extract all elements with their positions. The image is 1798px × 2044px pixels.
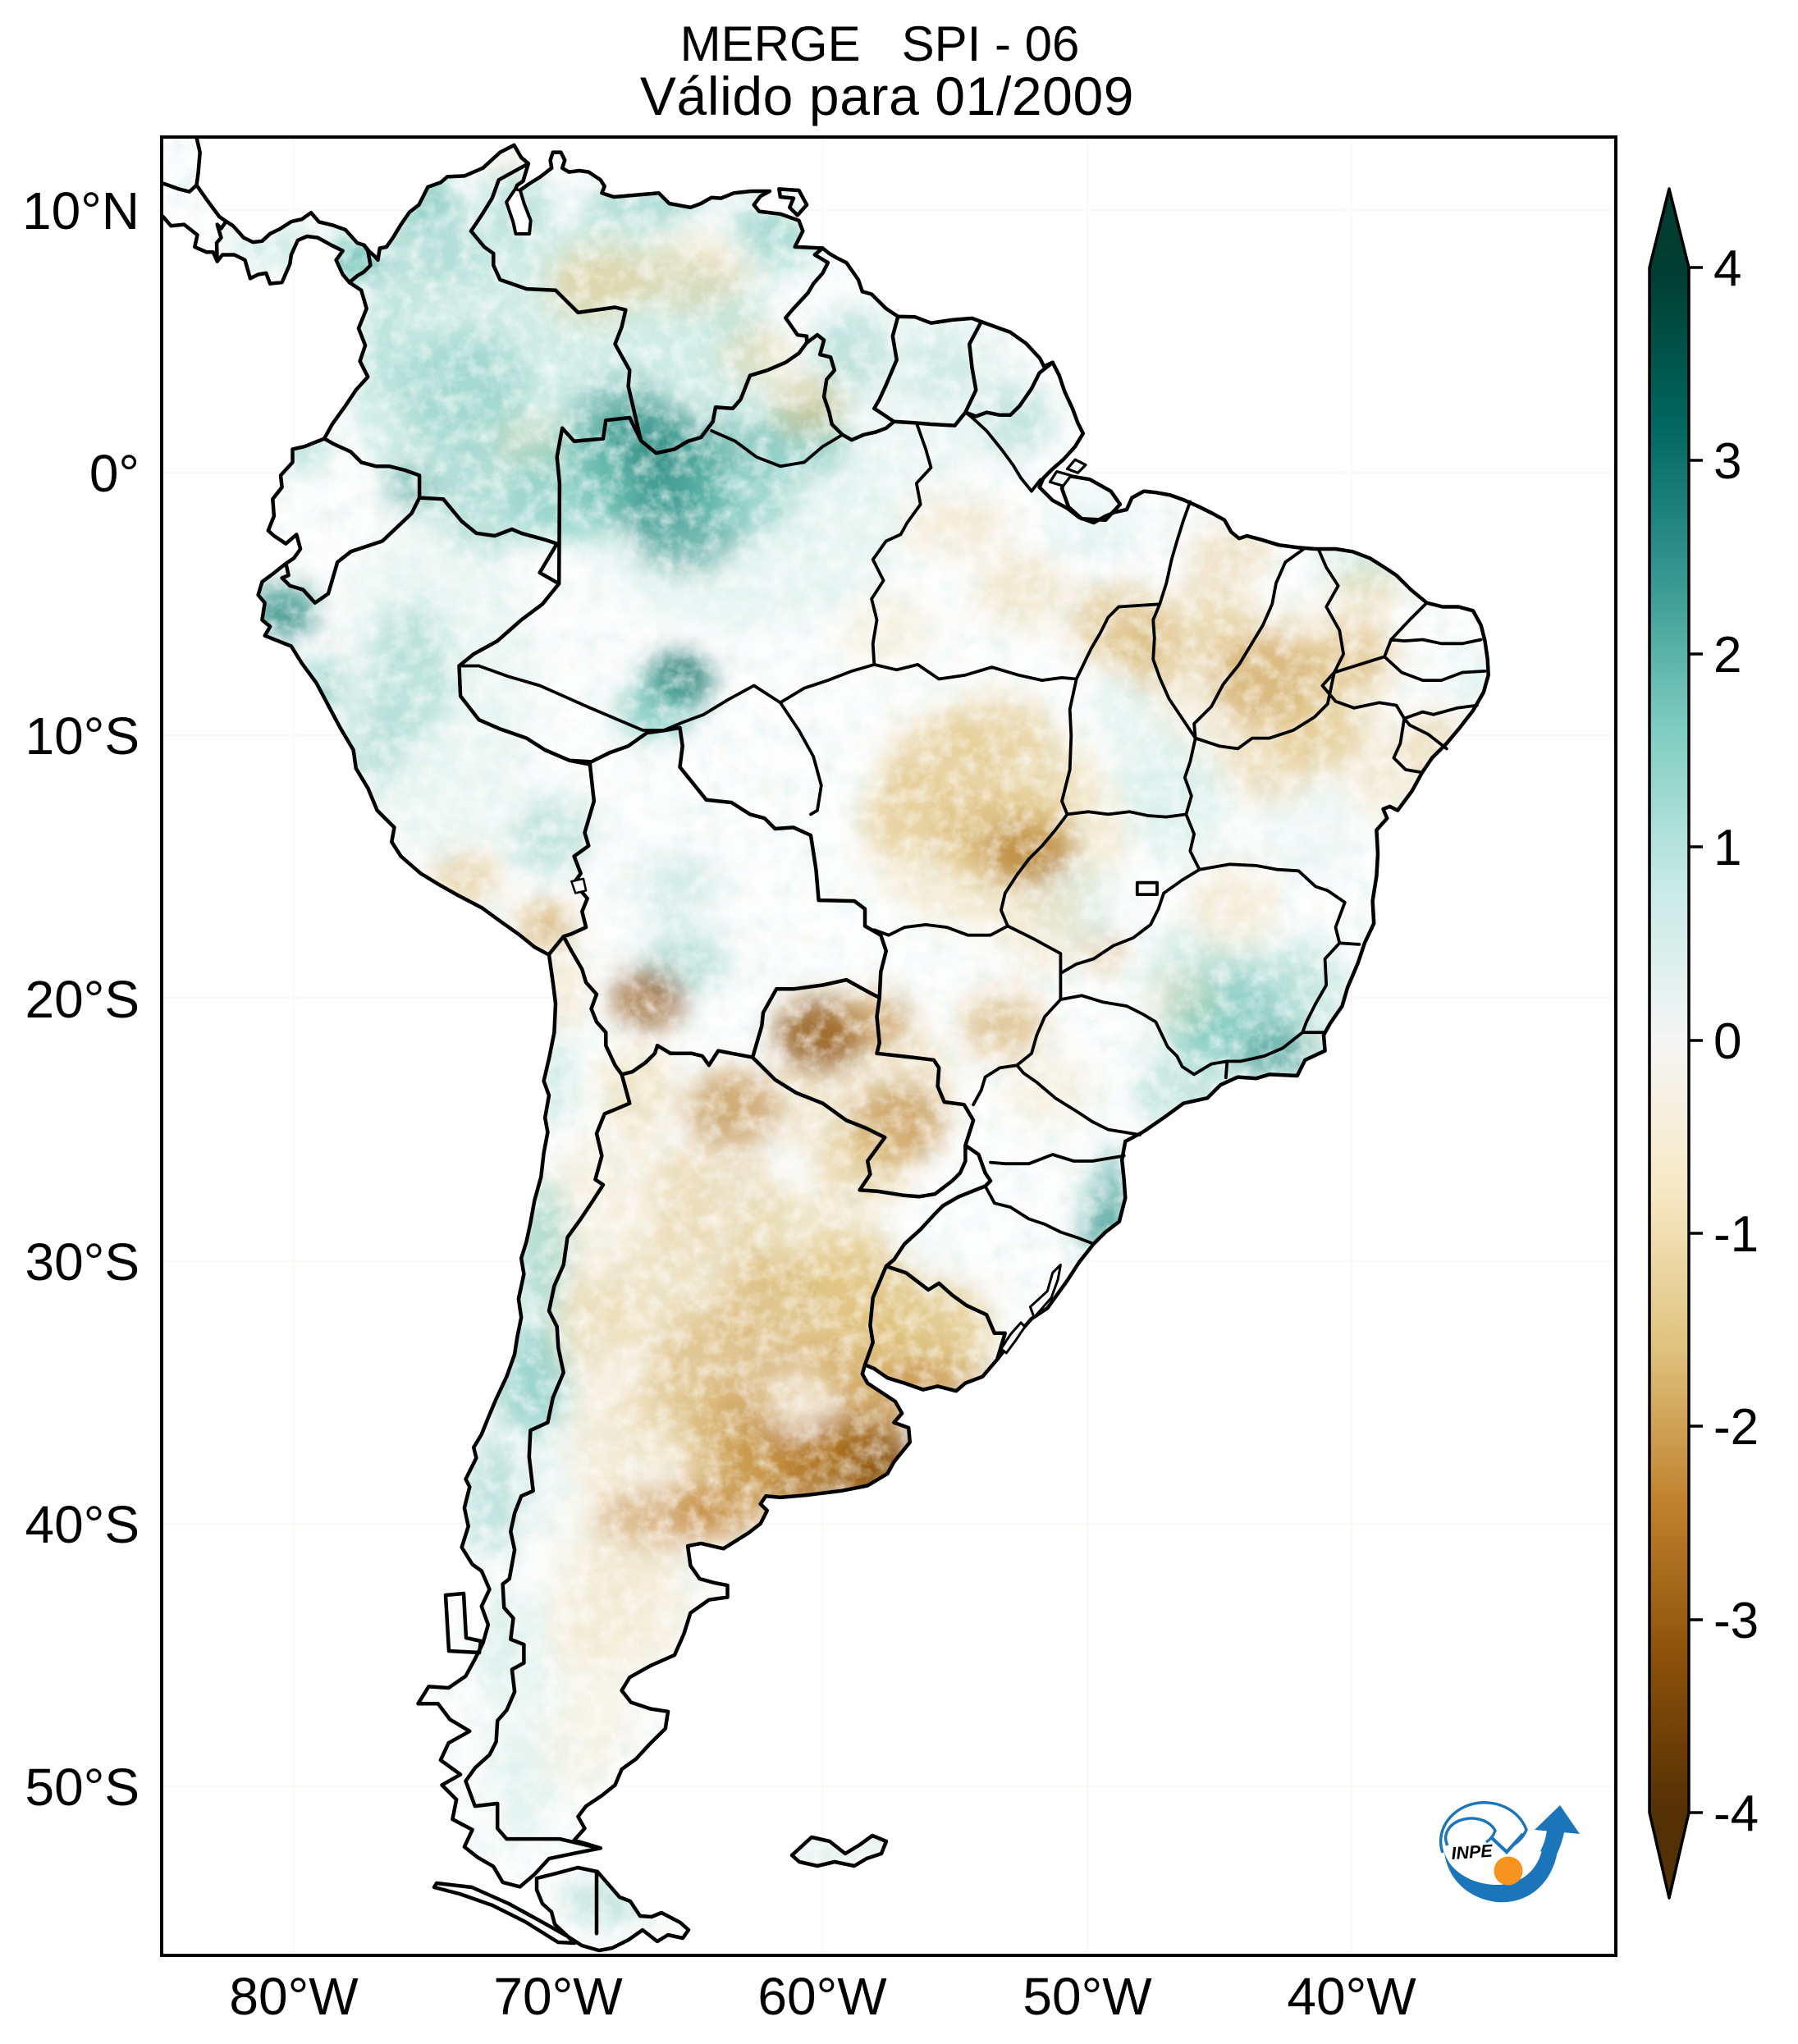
svg-text:80°W: 80°W	[229, 1967, 359, 2026]
svg-text:10°N: 10°N	[22, 181, 140, 240]
svg-text:60°W: 60°W	[757, 1967, 887, 2026]
svg-text:20°S: 20°S	[25, 970, 140, 1029]
svg-text:10°S: 10°S	[25, 706, 140, 766]
svg-text:MERGE SPI - 06: MERGE SPI - 06	[680, 16, 1080, 71]
svg-text:1: 1	[1713, 820, 1741, 876]
svg-text:40°S: 40°S	[25, 1495, 140, 1554]
svg-text:50°S: 50°S	[25, 1758, 140, 1817]
svg-text:70°W: 70°W	[493, 1967, 623, 2026]
svg-text:3: 3	[1713, 433, 1741, 490]
svg-text:50°W: 50°W	[1023, 1967, 1152, 2026]
svg-text:INPE: INPE	[1451, 1841, 1494, 1863]
svg-text:Válido para 01/2009: Válido para 01/2009	[640, 66, 1134, 126]
svg-text:-4: -4	[1713, 1786, 1759, 1842]
svg-text:4: 4	[1713, 240, 1741, 297]
svg-text:-3: -3	[1713, 1593, 1759, 1649]
svg-text:-1: -1	[1713, 1206, 1759, 1263]
svg-text:30°S: 30°S	[25, 1232, 140, 1292]
svg-text:2: 2	[1713, 627, 1741, 684]
svg-text:0°: 0°	[89, 444, 140, 503]
svg-text:-2: -2	[1713, 1399, 1759, 1456]
svg-text:40°W: 40°W	[1287, 1967, 1416, 2026]
svg-text:0: 0	[1713, 1013, 1741, 1070]
